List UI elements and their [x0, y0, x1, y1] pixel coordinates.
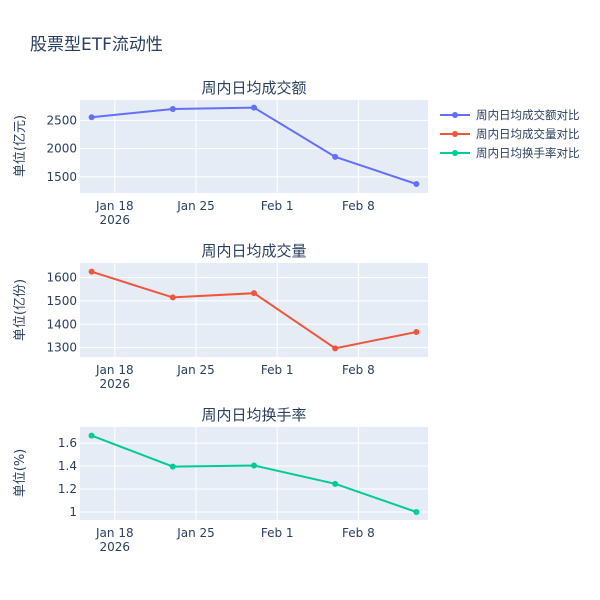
legend-label: 周内日均成交额对比 — [476, 108, 580, 122]
y-tick-label: 1500 — [46, 170, 77, 184]
x-tick-year-label: 2026 — [100, 213, 131, 227]
y-axis-label: 单位(亿元) — [13, 115, 28, 177]
data-point[interactable] — [169, 106, 176, 113]
x-tick-label: Jan 25 — [176, 526, 215, 540]
data-point[interactable] — [251, 290, 257, 297]
y-axis-label: 单位(%) — [13, 449, 28, 498]
data-point[interactable] — [251, 462, 257, 469]
y-tick-label: 1.6 — [58, 436, 77, 450]
data-point[interactable] — [169, 463, 176, 470]
y-tick-label: 1500 — [46, 294, 77, 308]
chart-title: 股票型ETF流动性 — [30, 35, 163, 55]
data-point[interactable] — [332, 345, 339, 352]
data-point[interactable] — [413, 508, 420, 515]
x-tick-label: Feb 8 — [342, 363, 375, 377]
y-tick-label: 1.4 — [58, 459, 77, 473]
x-tick-label: Feb 1 — [261, 363, 294, 377]
subplot-title: 周内日均成交量 — [201, 242, 306, 260]
legend-swatch-marker — [452, 112, 458, 118]
x-tick-label: Jan 18 — [95, 526, 134, 540]
data-point[interactable] — [332, 480, 339, 487]
x-tick-label: Jan 18 — [95, 199, 134, 213]
subplot-title: 周内日均换手率 — [201, 406, 306, 424]
x-tick-year-label: 2026 — [100, 540, 131, 554]
legend-item[interactable]: 周内日均换手率对比 — [440, 146, 580, 160]
x-tick-label: Jan 25 — [176, 363, 215, 377]
x-tick-label: Feb 8 — [342, 526, 375, 540]
data-point[interactable] — [88, 268, 95, 275]
legend-swatch-marker — [452, 131, 458, 137]
y-tick-label: 1600 — [46, 270, 77, 284]
y-tick-label: 1 — [69, 505, 77, 519]
y-axis-label: 单位(亿份) — [13, 279, 28, 341]
plot-area — [80, 100, 428, 193]
y-tick-label: 2000 — [46, 142, 77, 156]
x-tick-label: Feb 1 — [261, 199, 294, 213]
legend-label: 周内日均换手率对比 — [476, 146, 580, 160]
legend-item[interactable]: 周内日均成交量对比 — [440, 127, 580, 141]
x-tick-label: Jan 18 — [95, 363, 134, 377]
data-point[interactable] — [88, 432, 95, 439]
legend-label: 周内日均成交量对比 — [476, 127, 580, 141]
y-tick-label: 1.2 — [58, 482, 77, 496]
data-point[interactable] — [251, 104, 257, 111]
x-tick-label: Feb 1 — [261, 526, 294, 540]
y-tick-label: 1300 — [46, 341, 77, 355]
y-tick-label: 1400 — [46, 317, 77, 331]
plot-area — [80, 427, 428, 520]
x-tick-year-label: 2026 — [100, 377, 131, 391]
data-point[interactable] — [169, 294, 176, 301]
data-point[interactable] — [413, 180, 420, 187]
subplot-title: 周内日均成交额 — [201, 79, 306, 97]
legend-item[interactable]: 周内日均成交额对比 — [440, 108, 580, 122]
data-point[interactable] — [413, 328, 420, 335]
x-tick-label: Feb 8 — [342, 199, 375, 213]
data-point[interactable] — [88, 114, 95, 121]
data-point[interactable] — [332, 153, 339, 160]
legend-swatch-marker — [452, 150, 458, 156]
x-tick-label: Jan 25 — [176, 199, 215, 213]
y-tick-label: 2500 — [46, 113, 77, 127]
